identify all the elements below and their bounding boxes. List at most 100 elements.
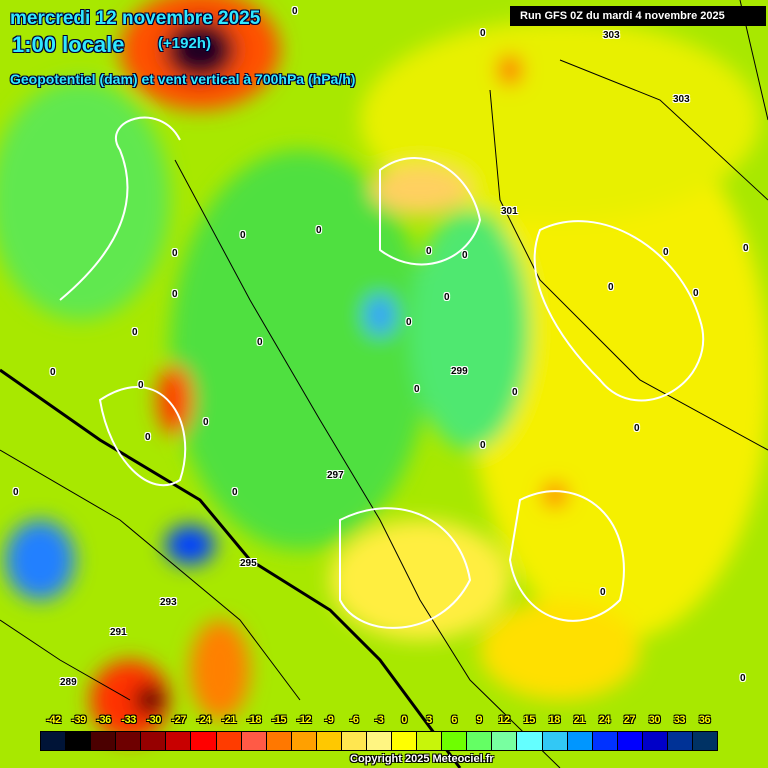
zero-isoline-label: 0 <box>512 387 518 398</box>
zero-isoline-label: 0 <box>608 282 614 293</box>
scale-tick-label: 12 <box>498 714 511 726</box>
color-scale <box>40 731 718 751</box>
zero-isoline-label: 0 <box>743 243 749 254</box>
scale-tick-label: 0 <box>401 714 407 726</box>
scale-tick-label: 15 <box>523 714 536 726</box>
copyright: Copyright 2025 Meteociel.fr <box>350 753 494 765</box>
zero-isoline-label: 0 <box>232 487 238 498</box>
color-swatch <box>642 732 668 750</box>
zero-isoline-label: 0 <box>257 337 263 348</box>
contour-label: 297 <box>327 470 344 481</box>
color-swatch <box>141 732 167 750</box>
color-swatch <box>392 732 418 750</box>
color-swatch <box>442 732 468 750</box>
zero-isoline-label: 0 <box>172 289 178 300</box>
color-swatch <box>517 732 543 750</box>
vertical-velocity-field <box>0 0 768 740</box>
scale-tick-label: -24 <box>196 714 212 726</box>
scale-tick-label: -18 <box>246 714 262 726</box>
contour-label: 303 <box>603 30 620 41</box>
zero-isoline-label: 0 <box>414 384 420 395</box>
color-swatch <box>467 732 493 750</box>
scale-tick-label: 6 <box>451 714 457 726</box>
contour-label: 301 <box>501 206 518 217</box>
contour-label: 293 <box>160 597 177 608</box>
scale-tick-label: 36 <box>698 714 711 726</box>
forecast-lead: (+192h) <box>158 35 211 52</box>
contour-label: 303 <box>673 94 690 105</box>
parameter-title: Geopotentiel (dam) et vent vertical à 70… <box>10 71 356 87</box>
contour-label: 289 <box>60 677 77 688</box>
color-swatch <box>492 732 518 750</box>
color-swatch <box>341 732 368 750</box>
color-swatch <box>191 732 217 750</box>
color-swatch <box>693 732 718 750</box>
zero-isoline-label: 0 <box>406 317 412 328</box>
scale-tick-label: 9 <box>476 714 482 726</box>
scale-tick-label: -42 <box>46 714 61 726</box>
zero-isoline-label: 0 <box>13 487 19 498</box>
zero-isoline-label: 0 <box>132 327 138 338</box>
scale-tick-label: -39 <box>71 714 86 726</box>
color-swatch <box>266 732 292 750</box>
color-swatch <box>367 732 393 750</box>
scale-tick-label: -30 <box>146 714 161 726</box>
scale-tick-label: 30 <box>648 714 661 726</box>
color-swatch <box>216 732 242 750</box>
scale-tick-label: -3 <box>374 714 384 726</box>
contour-label: 299 <box>451 366 468 377</box>
run-info: Run GFS 0Z du mardi 4 novembre 2025 <box>510 6 766 26</box>
scale-tick-label: 27 <box>623 714 636 726</box>
zero-isoline-label: 0 <box>663 247 669 258</box>
color-swatch <box>617 732 643 750</box>
scale-tick-label: 18 <box>548 714 561 726</box>
scale-tick-label: -15 <box>271 714 287 726</box>
color-swatch <box>316 732 342 750</box>
color-swatch <box>166 732 192 750</box>
scale-tick-label: 24 <box>598 714 611 726</box>
zero-isoline-label: 0 <box>634 423 640 434</box>
scale-tick-label: -21 <box>221 714 237 726</box>
color-swatch <box>291 732 317 750</box>
zero-isoline-label: 0 <box>693 288 699 299</box>
zero-isoline-label: 0 <box>600 587 606 598</box>
contour-label: 291 <box>110 627 127 638</box>
color-swatch <box>542 732 568 750</box>
forecast-time: 1:00 locale <box>12 32 125 57</box>
color-swatch <box>567 732 593 750</box>
color-swatch <box>91 732 117 750</box>
zero-isoline-label: 0 <box>480 28 486 39</box>
zero-isoline-label: 0 <box>145 432 151 443</box>
contour-label: 295 <box>240 558 257 569</box>
zero-isoline-label: 0 <box>480 440 486 451</box>
zero-isoline-label: 0 <box>426 246 432 257</box>
zero-isoline-label: 0 <box>203 417 209 428</box>
color-swatch <box>41 732 67 750</box>
scale-tick-label: -33 <box>121 714 136 726</box>
scale-tick-label: -9 <box>324 714 334 726</box>
color-swatch <box>116 732 142 750</box>
zero-isoline-label: 0 <box>292 6 298 17</box>
color-swatch <box>667 732 694 750</box>
scale-tick-label: -12 <box>296 714 312 726</box>
scale-tick-label: -27 <box>171 714 187 726</box>
forecast-date: mercredi 12 novembre 2025 <box>10 8 261 29</box>
zero-isoline-label: 0 <box>316 225 322 236</box>
scale-tick-label: 33 <box>673 714 686 726</box>
color-swatch <box>66 732 92 750</box>
zero-isoline-label: 0 <box>50 367 56 378</box>
zero-isolines <box>59 116 704 629</box>
scale-tick-label: -36 <box>96 714 111 726</box>
color-swatch <box>417 732 443 750</box>
color-swatch <box>592 732 618 750</box>
zero-isoline-label: 0 <box>462 250 468 261</box>
scale-tick-label: 21 <box>573 714 586 726</box>
zero-isoline-label: 0 <box>240 230 246 241</box>
color-swatch <box>241 732 267 750</box>
zero-isoline-label: 0 <box>444 292 450 303</box>
zero-isoline-label: 0 <box>172 248 178 259</box>
scale-tick-label: -6 <box>349 714 359 726</box>
zero-isoline-label: 0 <box>138 380 144 391</box>
zero-isoline-label: 0 <box>740 673 746 684</box>
